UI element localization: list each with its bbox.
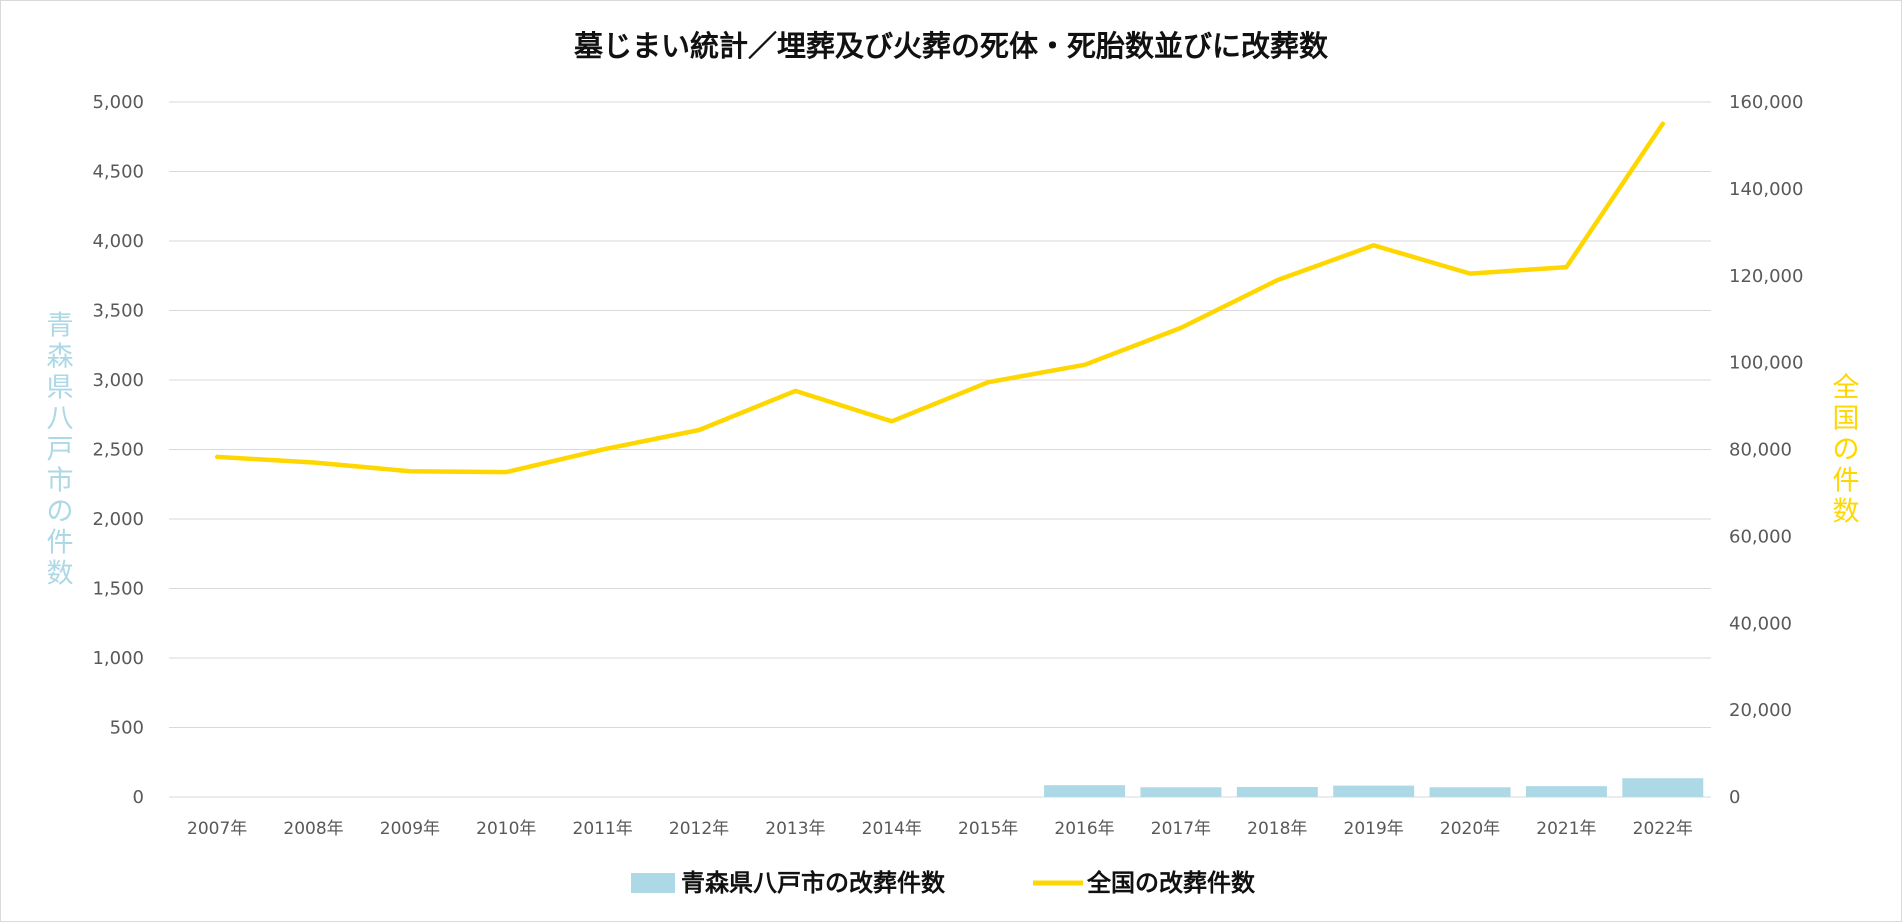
legend: 青森県八戸市の改葬件数 全国の改葬件数 [631,869,1256,897]
left-tick-label: 3,000 [92,370,144,391]
x-tick-label: 2009年 [380,819,440,839]
x-tick-label: 2012年 [669,819,729,839]
x-tick-label: 2016年 [1054,819,1114,839]
x-tick-label: 2015年 [958,819,1018,839]
left-tick-label: 4,500 [92,162,144,183]
left-axis-ticks: 5,000 4,500 4,000 3,500 3,000 2,500 2,000 1,500… [92,92,144,808]
right-tick-label: 100,000 [1729,353,1803,374]
legend-label-line: 全国の改葬件数 [1086,869,1256,897]
right-tick-label: 80,000 [1729,440,1792,461]
line-series [214,121,1666,475]
x-tick-label: 2019年 [1344,819,1404,839]
left-tick-label: 2,000 [92,509,144,530]
x-axis-ticks: 2007年 2008年 2009年 2010年 2011年 2012年 2013年 2014年… [187,819,1693,839]
left-tick-label: 4,000 [92,231,144,252]
right-axis-title: 全国の件数 [1833,373,1860,528]
right-tick-label: 0 [1729,787,1740,808]
x-tick-label: 2020年 [1440,819,1500,839]
gridlines [169,101,1711,798]
right-tick-label: 120,000 [1729,266,1803,287]
left-tick-label: 5,000 [92,92,144,113]
x-tick-label: 2008年 [283,819,343,839]
x-tick-label: 2017年 [1151,819,1211,839]
left-tick-label: 1,500 [92,579,144,600]
x-tick-label: 2022年 [1633,819,1693,839]
right-tick-label: 160,000 [1729,92,1803,113]
right-axis-ticks: 160,000 140,000 120,000 100,000 80,000 60,000… [1729,92,1803,808]
bar [1140,787,1222,797]
right-tick-label: 60,000 [1729,526,1792,547]
x-tick-label: 2007年 [187,819,247,839]
bar [1333,785,1415,797]
axis-title-text: 全国の件数 [1833,373,1860,528]
right-tick-label: 140,000 [1729,179,1803,200]
series-line [214,121,1666,475]
x-tick-label: 2013年 [765,819,825,839]
x-tick-label: 2010年 [476,819,536,839]
x-tick-label: 2021年 [1536,819,1596,839]
legend-label-bar: 青森県八戸市の改葬件数 [681,869,946,897]
left-axis-title: 青森県八戸市の件数 [47,311,74,590]
bar [1525,786,1607,797]
left-tick-label: 0 [133,787,144,808]
chart-title: 墓じまい統計／埋葬及び火葬の死体・死胎数並びに改葬数 [573,29,1329,63]
bar [1044,785,1126,797]
x-tick-label: 2014年 [862,819,922,839]
bar [1429,787,1511,797]
right-tick-label: 20,000 [1729,700,1792,721]
bar [1236,786,1318,797]
left-tick-label: 500 [110,718,144,739]
left-tick-label: 1,000 [92,648,144,669]
bar-series [1044,778,1704,797]
left-tick-label: 2,500 [92,440,144,461]
legend-swatch-bar [631,873,675,893]
x-tick-label: 2018年 [1247,819,1307,839]
bar [1622,778,1704,797]
x-tick-label: 2011年 [573,819,633,839]
right-tick-label: 40,000 [1729,613,1792,634]
left-tick-label: 3,500 [92,301,144,322]
axis-title-text: 青森県八戸市の件数 [47,311,74,590]
